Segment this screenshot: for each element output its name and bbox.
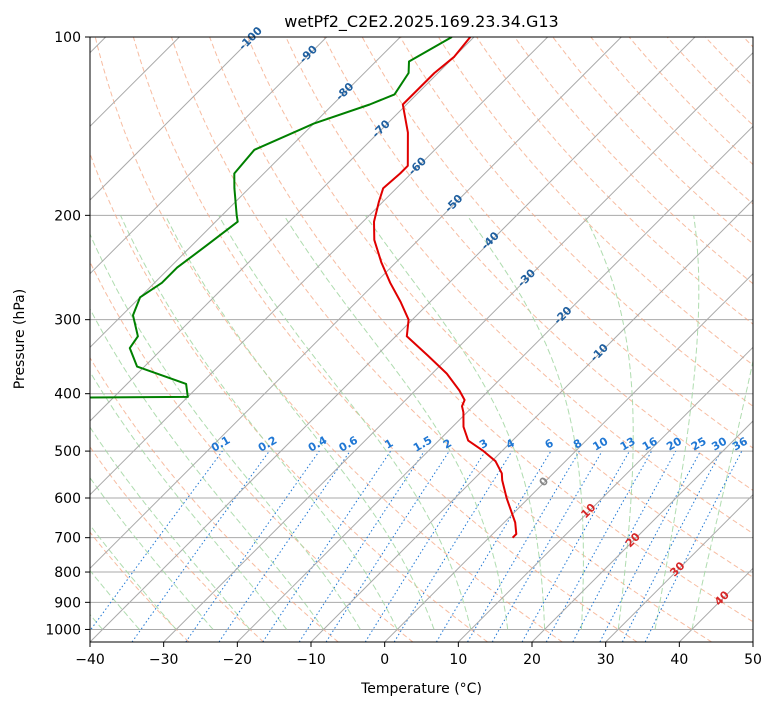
dry-adiabat xyxy=(209,37,753,623)
mixing-ratio-line xyxy=(325,450,450,642)
y-tick-label: 1000 xyxy=(45,622,81,638)
x-axis-label: Temperature (°C) xyxy=(360,681,482,697)
dry-adiabat xyxy=(552,37,753,245)
y-tick-label: 300 xyxy=(54,313,81,329)
y-tick-label: 600 xyxy=(54,491,81,507)
moist-adiabats xyxy=(90,215,753,630)
dry-adiabat xyxy=(437,37,753,366)
moist-adiabat xyxy=(164,215,435,630)
mixing-ratio-line xyxy=(90,450,223,632)
skewed-isotherm xyxy=(236,125,753,642)
mixing-ratio-line xyxy=(521,450,630,642)
skewed-isotherm xyxy=(90,37,475,422)
mixing-ratio-line xyxy=(393,450,513,642)
dry-adiabat xyxy=(476,37,753,325)
skewed-isotherm xyxy=(384,272,753,642)
dry-adiabat xyxy=(132,37,638,642)
skewed-isotherm xyxy=(531,420,753,642)
skewed-isotherm xyxy=(90,37,549,496)
dry-adiabats xyxy=(90,37,753,642)
y-axis-label: Pressure (hPa) xyxy=(12,289,28,389)
moist-adiabat xyxy=(90,232,361,630)
x-tick-label: −10 xyxy=(296,652,326,668)
skewed-isotherm xyxy=(90,37,254,201)
skewed-isotherm xyxy=(90,37,401,349)
y-tick-label: 500 xyxy=(54,444,81,460)
moist-adiabat xyxy=(90,524,177,630)
y-tick-label: 800 xyxy=(54,565,81,581)
mixing-ratio-line xyxy=(545,450,653,642)
mixing-ratio-line xyxy=(644,450,743,642)
moist-adiabat xyxy=(654,215,700,630)
skewed-isotherm xyxy=(163,51,753,642)
mixing-ratio-lines xyxy=(90,450,743,642)
skewed-isotherm xyxy=(457,346,753,642)
moist-adiabat xyxy=(90,308,325,630)
y-tick-label: 200 xyxy=(54,208,81,224)
x-tick-label: 20 xyxy=(523,652,541,668)
x-tick-label: −30 xyxy=(149,652,179,668)
dry-adiabat xyxy=(399,37,753,407)
dry-adiabat xyxy=(247,37,753,578)
skewed-isotherm xyxy=(90,37,622,570)
mixing-ratio-line xyxy=(218,450,351,642)
moist-adiabat xyxy=(120,215,398,630)
x-tick-label: 40 xyxy=(670,652,688,668)
y-tick-label: 100 xyxy=(54,30,81,46)
mixing-ratio-line xyxy=(262,450,392,642)
moist-adiabat xyxy=(364,215,546,630)
dry-adiabat xyxy=(590,37,753,205)
temperature-profile-line xyxy=(373,37,518,539)
skewed-isotherm xyxy=(90,37,696,642)
moist-adiabat xyxy=(90,370,288,630)
y-tick-label: 400 xyxy=(54,387,81,403)
mixing-ratio-line xyxy=(298,450,425,642)
dry-adiabat xyxy=(90,531,190,642)
dewpoint-profile-line xyxy=(90,37,453,399)
dry-adiabat xyxy=(94,37,563,642)
x-tick-label: −40 xyxy=(75,652,105,668)
dry-adiabat xyxy=(90,260,414,642)
dry-adiabat xyxy=(90,356,339,642)
x-tick-label: −20 xyxy=(223,652,253,668)
moist-adiabat xyxy=(90,569,140,630)
dry-adiabat xyxy=(285,37,753,535)
x-tick-label: 10 xyxy=(449,652,467,668)
skewed-isotherm xyxy=(605,493,753,642)
axis-ticks: −40 −30 −20 −10 0 10 20 30 40 50 100 200 300 400 500 60… xyxy=(45,30,762,668)
skewed-isotherm xyxy=(310,199,753,642)
plot-frame xyxy=(89,36,754,643)
moist-adiabat xyxy=(691,358,753,630)
moist-adiabat xyxy=(218,215,472,630)
x-tick-label: 50 xyxy=(744,652,762,668)
mixing-ratio-line xyxy=(572,450,677,642)
y-tick-label: 900 xyxy=(54,595,81,611)
skewed-isotherms xyxy=(90,37,753,642)
chart-title: wetPf2_C2E2.2025.169.23.34.G13 xyxy=(284,12,558,32)
moist-adiabat xyxy=(583,215,634,630)
moist-adiabat xyxy=(90,426,251,630)
moist-adiabat xyxy=(466,215,584,630)
x-tick-label: 0 xyxy=(380,652,389,668)
profile-series xyxy=(90,37,518,539)
mixing-ratio-line xyxy=(185,450,320,642)
mixing-ratio-line xyxy=(131,450,270,642)
dry-adiabat xyxy=(323,37,753,491)
moist-adiabat xyxy=(90,476,214,630)
moist-adiabat xyxy=(283,215,509,630)
skewed-isotherm xyxy=(90,37,328,275)
x-tick-label: 30 xyxy=(597,652,615,668)
grid-lines xyxy=(90,37,753,630)
y-tick-label: 700 xyxy=(54,531,81,547)
dry-adiabat xyxy=(171,37,712,642)
